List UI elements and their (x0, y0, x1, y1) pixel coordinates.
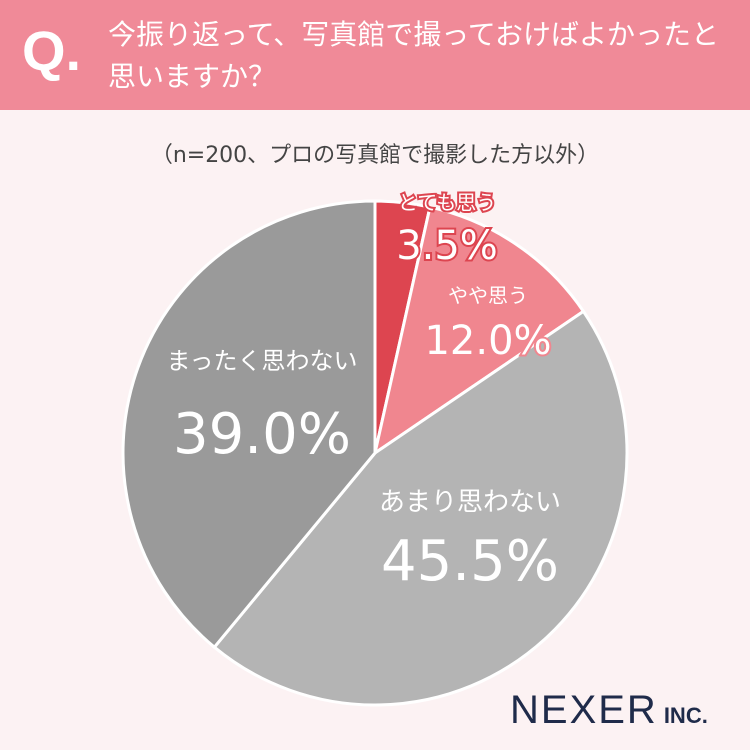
category-label: やや思う (448, 284, 528, 308)
header: Q. 今振り返って、写真館で撮っておけばよかったと思いますか？ (0, 0, 750, 110)
subtitle: （n=200、プロの写真館で撮影した方以外） (151, 143, 599, 168)
category-label: とても思う (398, 191, 496, 215)
brand: NEXER INC. (510, 688, 708, 733)
pie-slice (121, 199, 377, 650)
category-label: あまり思わない (379, 488, 561, 518)
q-mark: Q. (22, 19, 82, 82)
brand-name: NEXER (510, 688, 658, 732)
value-label: 3.5% (396, 223, 498, 269)
pie-slice (372, 205, 586, 457)
value-label: 12.0% (424, 318, 551, 364)
question: 今振り返って、写真館で撮っておけばよかったと思いますか？ (108, 18, 719, 93)
pie-slice (212, 309, 629, 707)
brand-suffix: INC. (663, 703, 708, 728)
category-label: まったく思わない (166, 347, 357, 375)
value-label: 45.5% (381, 529, 559, 594)
value-label: 39.0% (173, 402, 351, 467)
